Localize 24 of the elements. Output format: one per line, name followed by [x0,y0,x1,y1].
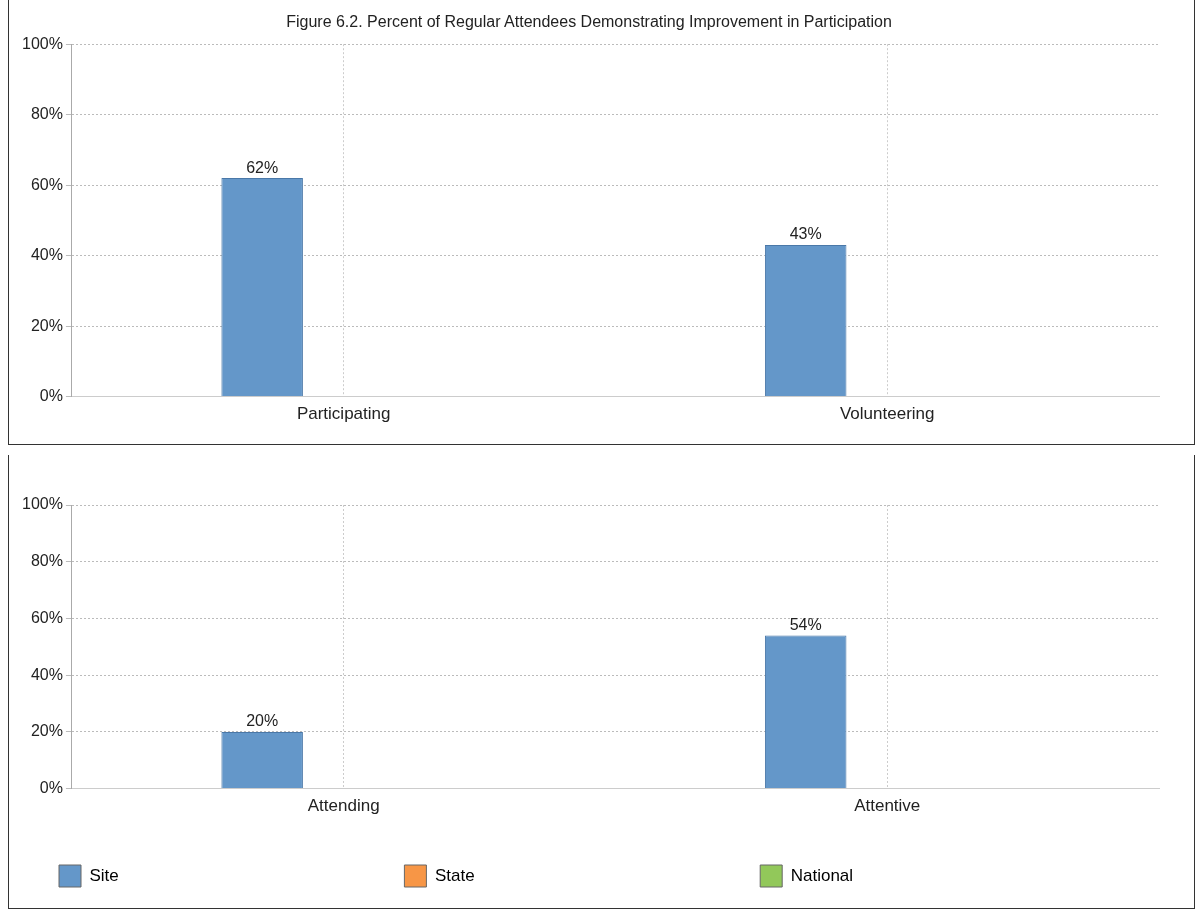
data-label: 43% [789,225,822,243]
y-tick-label: 40% [30,665,63,683]
y-tick-label: 40% [30,246,63,264]
y-tick-label: 100% [22,495,63,513]
y-tick-label: 80% [30,552,63,570]
legend-label: State [434,865,721,885]
data-label: 20% [246,712,279,730]
y-tick-label: 100% [22,34,63,52]
data-label: 62% [246,158,279,176]
legend-label: Site [89,865,365,885]
y-tick-label: 20% [30,722,63,740]
y-tick-label: 0% [39,387,63,405]
legend-label: National [790,865,1099,885]
y-tick-label: 60% [30,175,63,193]
x-tick-label: Attending [307,796,380,816]
y-tick-label: 60% [30,608,63,626]
x-tick-label: Participating [296,404,391,424]
data-label: 54% [789,615,822,633]
x-tick-label: Volunteering [839,404,935,424]
y-tick-label: 0% [39,779,63,797]
x-tick-label: Attentive [854,796,921,816]
y-tick-label: 80% [30,105,63,123]
chart-title: Figure 6.2. Percent of Regular Attendees Demonstrating Improvement in Participation [286,13,892,31]
y-tick-label: 20% [30,316,63,334]
